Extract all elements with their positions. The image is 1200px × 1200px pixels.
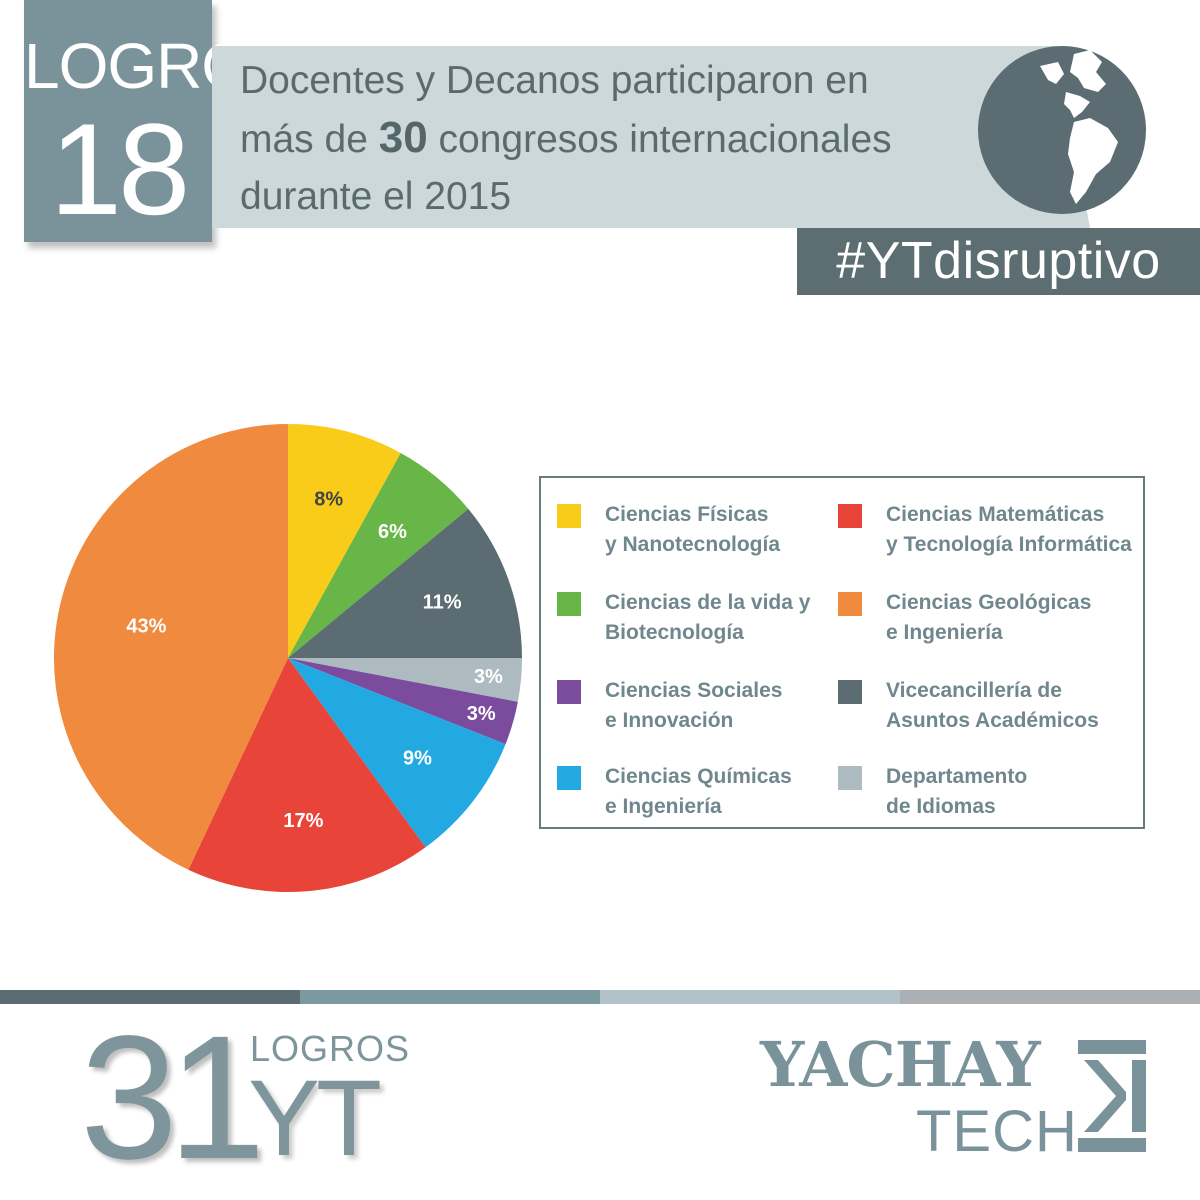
title-line-2: más de 30 congresos internacionales [240,109,940,168]
pie-slice [288,658,518,745]
brand-name-tech: TECH [916,1099,1078,1164]
pie-slice [288,658,522,702]
footer-yt-label: YT [248,1057,382,1178]
legend-swatch [557,680,581,704]
title-line-2-post: congresos internacionales [427,118,892,161]
title-line-2-pre: más de [240,118,379,161]
chart-legend: Ciencias Físicas y Nanotecnología Cienci… [539,476,1145,829]
logro-number: 18 [49,96,191,242]
legend-label: Departamento de Idiomas [886,765,1028,818]
title-line-2-number: 30 [378,113,428,162]
title-band [212,46,1090,228]
page-title: Docentes y Decanos participaron en más d… [240,52,940,225]
pie-slice [288,452,469,658]
legend-label: Ciencias Químicas e Ingeniería [605,765,792,818]
footer-stripe-1 [0,990,300,1004]
footer-count: 31 [80,1000,266,1196]
legend-item: Ciencias Sociales e Innovación [557,676,847,736]
pie-slice [288,424,401,658]
pie-slice [288,658,506,848]
hashtag-banner: #YTdisruptivo [797,228,1200,295]
pie-slice [188,658,426,892]
pie-slice [288,508,522,658]
legend-item: Ciencias Matemáticas y Tecnología Inform… [838,500,1132,560]
legend-label: Ciencias Matemáticas y Tecnología Inform… [886,503,1132,556]
pie-slice-label: 11% [423,592,462,614]
pie-slice-label: 9% [403,747,432,769]
title-line-3: durante el 2015 [240,175,512,218]
legend-item: Ciencias Geológicas e Ingeniería [838,588,1128,648]
legend-swatch [838,504,862,528]
footer-stripe-4 [900,990,1200,1004]
pie-slice-label: 3% [474,666,503,688]
pie-slice-label: 6% [378,521,407,543]
legend-item: Ciencias Químicas e Ingeniería [557,762,847,822]
legend-item: Departamento de Idiomas [838,762,1128,822]
legend-swatch [838,680,862,704]
pie-slice-label: 43% [126,615,166,637]
legend-swatch [557,766,581,790]
pie-slice-label: 3% [467,703,496,725]
legend-item: Vicecancillería de Asuntos Académicos [838,676,1128,736]
legend-item: Ciencias Físicas y Nanotecnología [557,500,847,560]
pie-slice-label: 8% [314,488,343,510]
globe-americas-icon [978,46,1146,214]
logro-badge: LOGRO 18 [24,0,251,242]
legend-label: Ciencias Geológicas e Ingeniería [886,591,1092,644]
legend-label: Ciencias Sociales e Innovación [605,679,783,732]
legend-label: Ciencias de la vida y Biotecnología [605,591,811,644]
pie-chart: 8% 6% 11% 3% 3% 9% 17% 43% [54,424,522,892]
legend-item: Ciencias de la vida y Biotecnología [557,588,847,648]
legend-swatch [838,766,862,790]
legend-swatch [838,592,862,616]
yachay-tech-logo-icon [1078,1040,1146,1152]
footer-stripe-2 [300,990,600,1004]
pie-slice [54,424,289,870]
pie-slices [54,424,522,892]
logro-word: LOGRO [24,30,251,102]
title-line-1: Docentes y Decanos participaron en [240,59,869,102]
pie-labels: 8% 6% 11% 3% 3% 9% 17% 43% [126,488,503,832]
brand-name-yachay: YACHAY [760,1028,1041,1101]
legend-label: Vicecancillería de Asuntos Académicos [886,679,1099,732]
footer-stripe-3 [600,990,900,1004]
pie-slice-label: 17% [283,810,323,832]
legend-swatch [557,592,581,616]
legend-label: Ciencias Físicas y Nanotecnología [605,503,781,556]
footer-logros-label: LOGROS [250,1028,411,1069]
legend-swatch [557,504,581,528]
